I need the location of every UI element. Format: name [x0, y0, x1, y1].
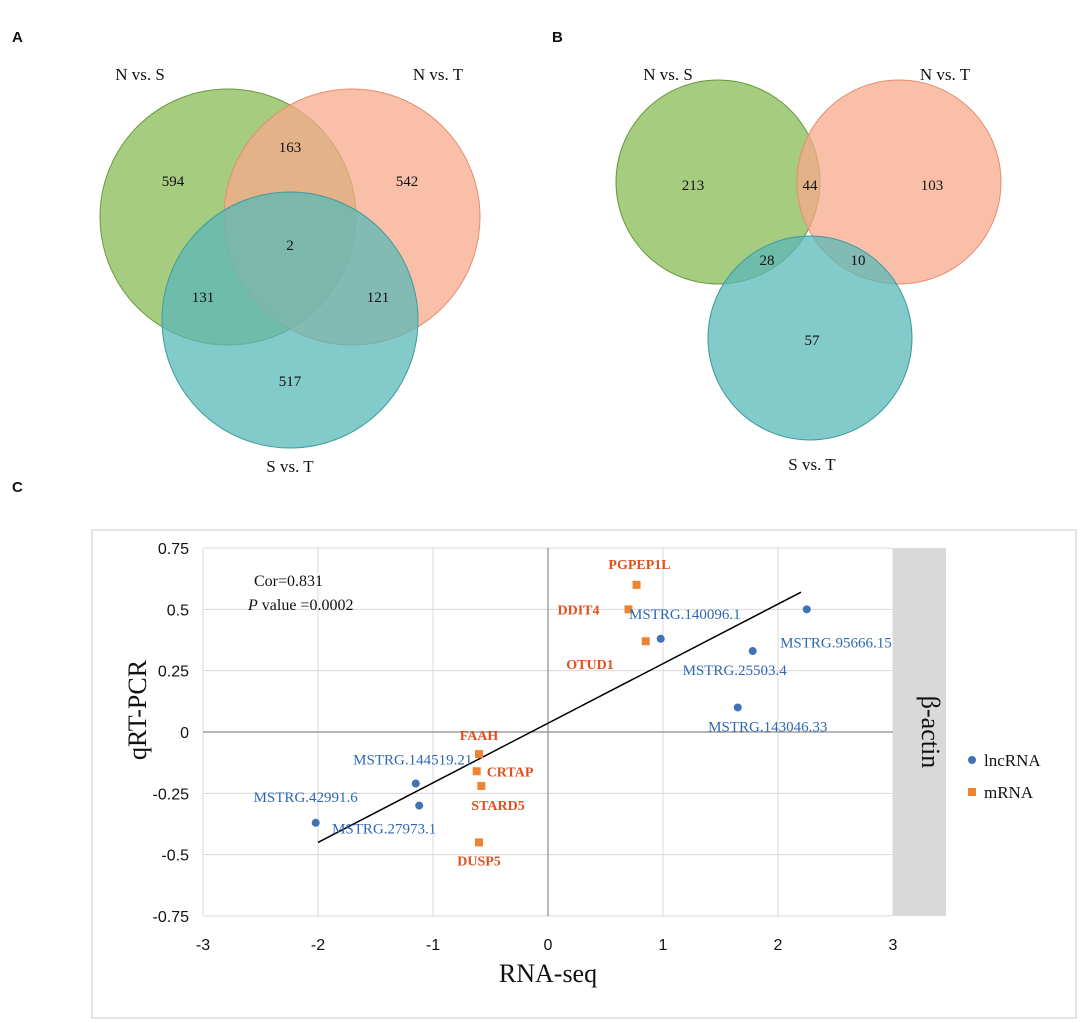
lncrna-point-mstrg-27973-1 [415, 801, 424, 810]
y-tick-label: 0.75 [158, 541, 189, 558]
mrna-point-crtap [472, 767, 481, 776]
mrna-label-pgpep1l: PGPEP1L [608, 558, 670, 573]
lncrna-label-mstrg-25503-4: MSTRG.25503.4 [683, 663, 788, 679]
panel-a-letter: A [12, 29, 23, 46]
chart-trendline-group [317, 591, 802, 844]
lncrna-point-mstrg-143046-33 [733, 703, 742, 712]
legend-mrna-marker [968, 788, 976, 796]
venn-a-label-nt: N vs. T [413, 65, 464, 84]
mrna-point-dusp5 [475, 838, 483, 847]
venn-b-circle-st [707, 235, 913, 441]
lncrna-point-mstrg-140096-1 [656, 634, 665, 643]
lncrna-label-mstrg-27973-1: MSTRG.27973.1 [332, 822, 436, 838]
mrna-point-stard5 [477, 781, 486, 790]
chart-tick-labels: 0.75 0.5 0.25 0 -0.25 -0.5 -0.75 -3 -2 -1 0 1 2 3 [153, 541, 898, 954]
venn-a-ns-nt: 163 [279, 140, 302, 156]
lncrna-point-mstrg-95666-15 [802, 605, 811, 614]
venn-a-label-st: S vs. T [266, 457, 314, 476]
venn-b-nt-st: 10 [851, 253, 866, 269]
mrna-point-faah [475, 750, 483, 759]
venn-b-label-st: S vs. T [788, 455, 836, 474]
mrna-label-otud1: OTUD1 [566, 658, 613, 673]
mrna-point-otud1 [641, 637, 650, 646]
venn-a-only-nt: 542 [396, 174, 419, 190]
chart-axes [203, 548, 893, 916]
venn-b-circle-nt [796, 79, 1002, 285]
y-axis-title: qRT-PCR [123, 659, 152, 760]
x-tick-label: 0 [544, 937, 553, 954]
mrna-point-pgpep1l [632, 580, 641, 589]
lncrna-point-mstrg-25503-4 [748, 647, 757, 656]
correlation-annotation: Cor=0.831 [254, 573, 323, 590]
lncrna-point-mstrg-144519-21 [411, 779, 420, 788]
y-tick-label: -0.25 [153, 786, 190, 803]
venn-a-nt-st: 121 [367, 290, 390, 306]
venn-a-label-ns: N vs. S [115, 65, 165, 84]
venn-a-only-st: 517 [279, 374, 302, 390]
venn-b: N vs. S N vs. T S vs. T 213 103 57 44 28… [615, 65, 1002, 474]
venn-b-ns-st: 28 [760, 253, 775, 269]
venn-a-circle-st [161, 191, 419, 449]
venn-b-ns-nt: 44 [803, 178, 819, 194]
lncrna-point-mstrg-42991-6 [311, 818, 320, 827]
panel-c-letter: C [12, 479, 23, 496]
x-tick-label: 1 [659, 937, 668, 954]
mrna-label-crtap: CRTAP [487, 765, 534, 780]
y-tick-label: -0.75 [153, 909, 190, 926]
mrna-label-stard5: STARD5 [471, 799, 524, 814]
venn-a-ns-st: 131 [192, 290, 215, 306]
x-tick-label: -3 [196, 937, 210, 954]
p-value-annotation: P value =0.0002 [247, 597, 353, 614]
legend-mrna-label: mRNA [984, 783, 1034, 802]
mrna-label-faah: FAAH [460, 729, 499, 744]
legend-lncrna-label: lncRNA [984, 751, 1041, 770]
chart-legend: lncRNA mRNA [968, 751, 1041, 802]
y-tick-label: 0.25 [158, 664, 189, 681]
mrna-label-dusp5: DUSP5 [457, 854, 501, 869]
venn-b-only-nt: 103 [921, 178, 944, 194]
y-tick-label: 0 [180, 725, 189, 742]
venn-b-only-st: 57 [805, 333, 821, 349]
lncrna-label-mstrg-42991-6: MSTRG.42991.6 [254, 790, 359, 806]
trendline [317, 591, 802, 844]
facet-strip-label: β-actin [916, 696, 945, 768]
mrna-point-ddit4 [624, 605, 633, 614]
x-tick-label: 2 [774, 937, 783, 954]
panel-b-letter: B [552, 29, 563, 46]
x-tick-label: -1 [426, 937, 440, 954]
venn-b-label-ns: N vs. S [643, 65, 693, 84]
x-axis-title: RNA-seq [499, 959, 597, 988]
mrna-label-ddit4: DDIT4 [557, 603, 599, 618]
p-value-symbol: P [247, 597, 258, 614]
lncrna-label-mstrg-144519-21: MSTRG.144519.21 [353, 753, 472, 769]
lncrna-label-mstrg-140096-1: MSTRG.140096.1 [629, 607, 741, 623]
venn-b-label-nt: N vs. T [920, 65, 971, 84]
legend-lncrna-marker [968, 756, 976, 764]
lncrna-label-mstrg-95666-15: MSTRG.95666.15 [780, 635, 892, 651]
facet-strip [893, 548, 946, 916]
y-tick-label: 0.5 [167, 602, 189, 619]
venn-a-all: 2 [286, 238, 294, 254]
venn-a: N vs. S N vs. T S vs. T 594 542 517 163 … [99, 65, 481, 476]
y-tick-label: -0.5 [161, 848, 189, 865]
x-tick-label: -2 [311, 937, 325, 954]
venn-b-only-ns: 213 [682, 178, 705, 194]
chart-points [311, 580, 811, 847]
venn-a-only-ns: 594 [162, 174, 185, 190]
chart-point-labels: MSTRG.140096.1 MSTRG.95666.15 MSTRG.25503.… [254, 558, 892, 870]
p-value-text: value =0.0002 [258, 597, 354, 614]
lncrna-label-mstrg-143046-33: MSTRG.143046.33 [708, 719, 827, 735]
x-tick-label: 3 [889, 937, 898, 954]
